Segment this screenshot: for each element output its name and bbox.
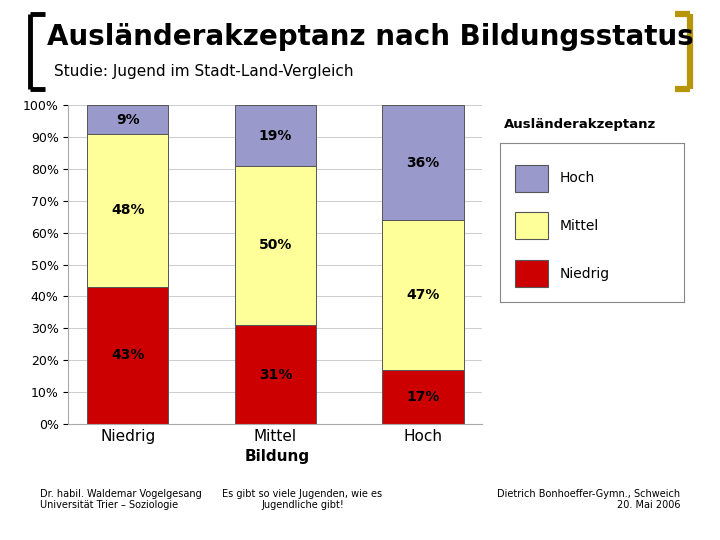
Text: 17%: 17% — [406, 390, 440, 404]
Text: 47%: 47% — [406, 288, 440, 302]
Text: Studie: Jugend im Stadt-Land-Vergleich: Studie: Jugend im Stadt-Land-Vergleich — [54, 64, 354, 79]
Text: Es gibt so viele Jugenden, wie es
Jugendliche gibt!: Es gibt so viele Jugenden, wie es Jugend… — [222, 489, 382, 510]
Text: 36%: 36% — [406, 156, 440, 170]
Text: 9%: 9% — [116, 113, 140, 127]
Bar — [515, 165, 548, 192]
Text: Ausländerakzeptanz nach Bildungsstatus: Ausländerakzeptanz nach Bildungsstatus — [47, 23, 693, 51]
Text: Dr. habil. Waldemar Vogelgesang
Universität Trier – Soziologie: Dr. habil. Waldemar Vogelgesang Universi… — [40, 489, 202, 510]
Text: 50%: 50% — [258, 239, 292, 253]
Bar — [235, 105, 316, 166]
Bar — [235, 166, 316, 325]
Bar — [515, 260, 548, 287]
Bar — [235, 325, 316, 424]
Text: 43%: 43% — [111, 348, 145, 362]
Bar — [87, 134, 168, 287]
Bar — [87, 105, 168, 134]
Text: Hoch: Hoch — [559, 171, 595, 185]
Text: Dietrich Bonhoeffer-Gymn., Schweich
20. Mai 2006: Dietrich Bonhoeffer-Gymn., Schweich 20. … — [498, 489, 680, 510]
Text: 48%: 48% — [111, 204, 145, 218]
Text: Mittel: Mittel — [559, 219, 598, 233]
Bar — [87, 287, 168, 424]
Bar — [382, 105, 464, 220]
Bar — [515, 212, 548, 239]
Text: 19%: 19% — [258, 129, 292, 143]
Bar — [382, 370, 464, 424]
Text: Ausländerakzeptanz: Ausländerakzeptanz — [504, 118, 656, 131]
Text: Bildung: Bildung — [245, 449, 310, 464]
Text: 31%: 31% — [258, 368, 292, 382]
Bar — [382, 220, 464, 370]
Text: Niedrig: Niedrig — [559, 267, 609, 281]
